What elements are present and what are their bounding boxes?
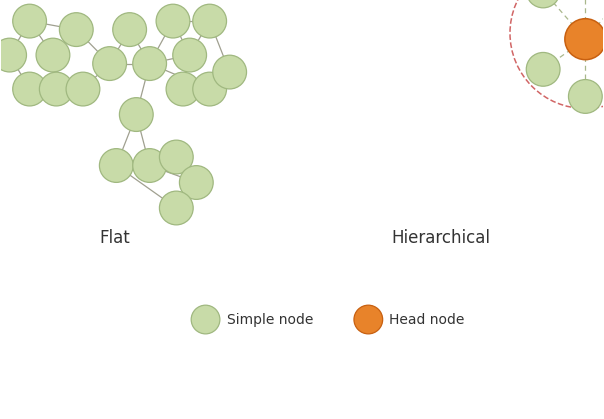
Circle shape	[159, 191, 193, 225]
Circle shape	[173, 38, 207, 72]
Text: Hierarchical: Hierarchical	[391, 229, 490, 247]
Circle shape	[13, 4, 47, 38]
Circle shape	[166, 72, 200, 106]
Circle shape	[36, 38, 70, 72]
Circle shape	[193, 72, 226, 106]
Circle shape	[565, 19, 604, 59]
Text: Simple node: Simple node	[226, 313, 313, 326]
Circle shape	[100, 149, 133, 182]
Circle shape	[13, 72, 47, 106]
Circle shape	[39, 72, 73, 106]
Circle shape	[213, 55, 246, 89]
Circle shape	[93, 47, 126, 80]
Circle shape	[113, 13, 147, 47]
Circle shape	[133, 47, 167, 80]
Circle shape	[193, 4, 226, 38]
Circle shape	[159, 140, 193, 174]
Circle shape	[66, 72, 100, 106]
Circle shape	[133, 149, 167, 182]
Circle shape	[179, 166, 213, 199]
Circle shape	[354, 305, 383, 334]
Circle shape	[191, 305, 220, 334]
Circle shape	[156, 4, 190, 38]
Text: Head node: Head node	[390, 313, 465, 326]
Text: Flat: Flat	[100, 229, 130, 247]
Circle shape	[120, 98, 153, 132]
Circle shape	[526, 52, 560, 86]
Circle shape	[59, 13, 93, 47]
Circle shape	[568, 80, 602, 114]
Circle shape	[526, 0, 560, 8]
Circle shape	[0, 38, 27, 72]
